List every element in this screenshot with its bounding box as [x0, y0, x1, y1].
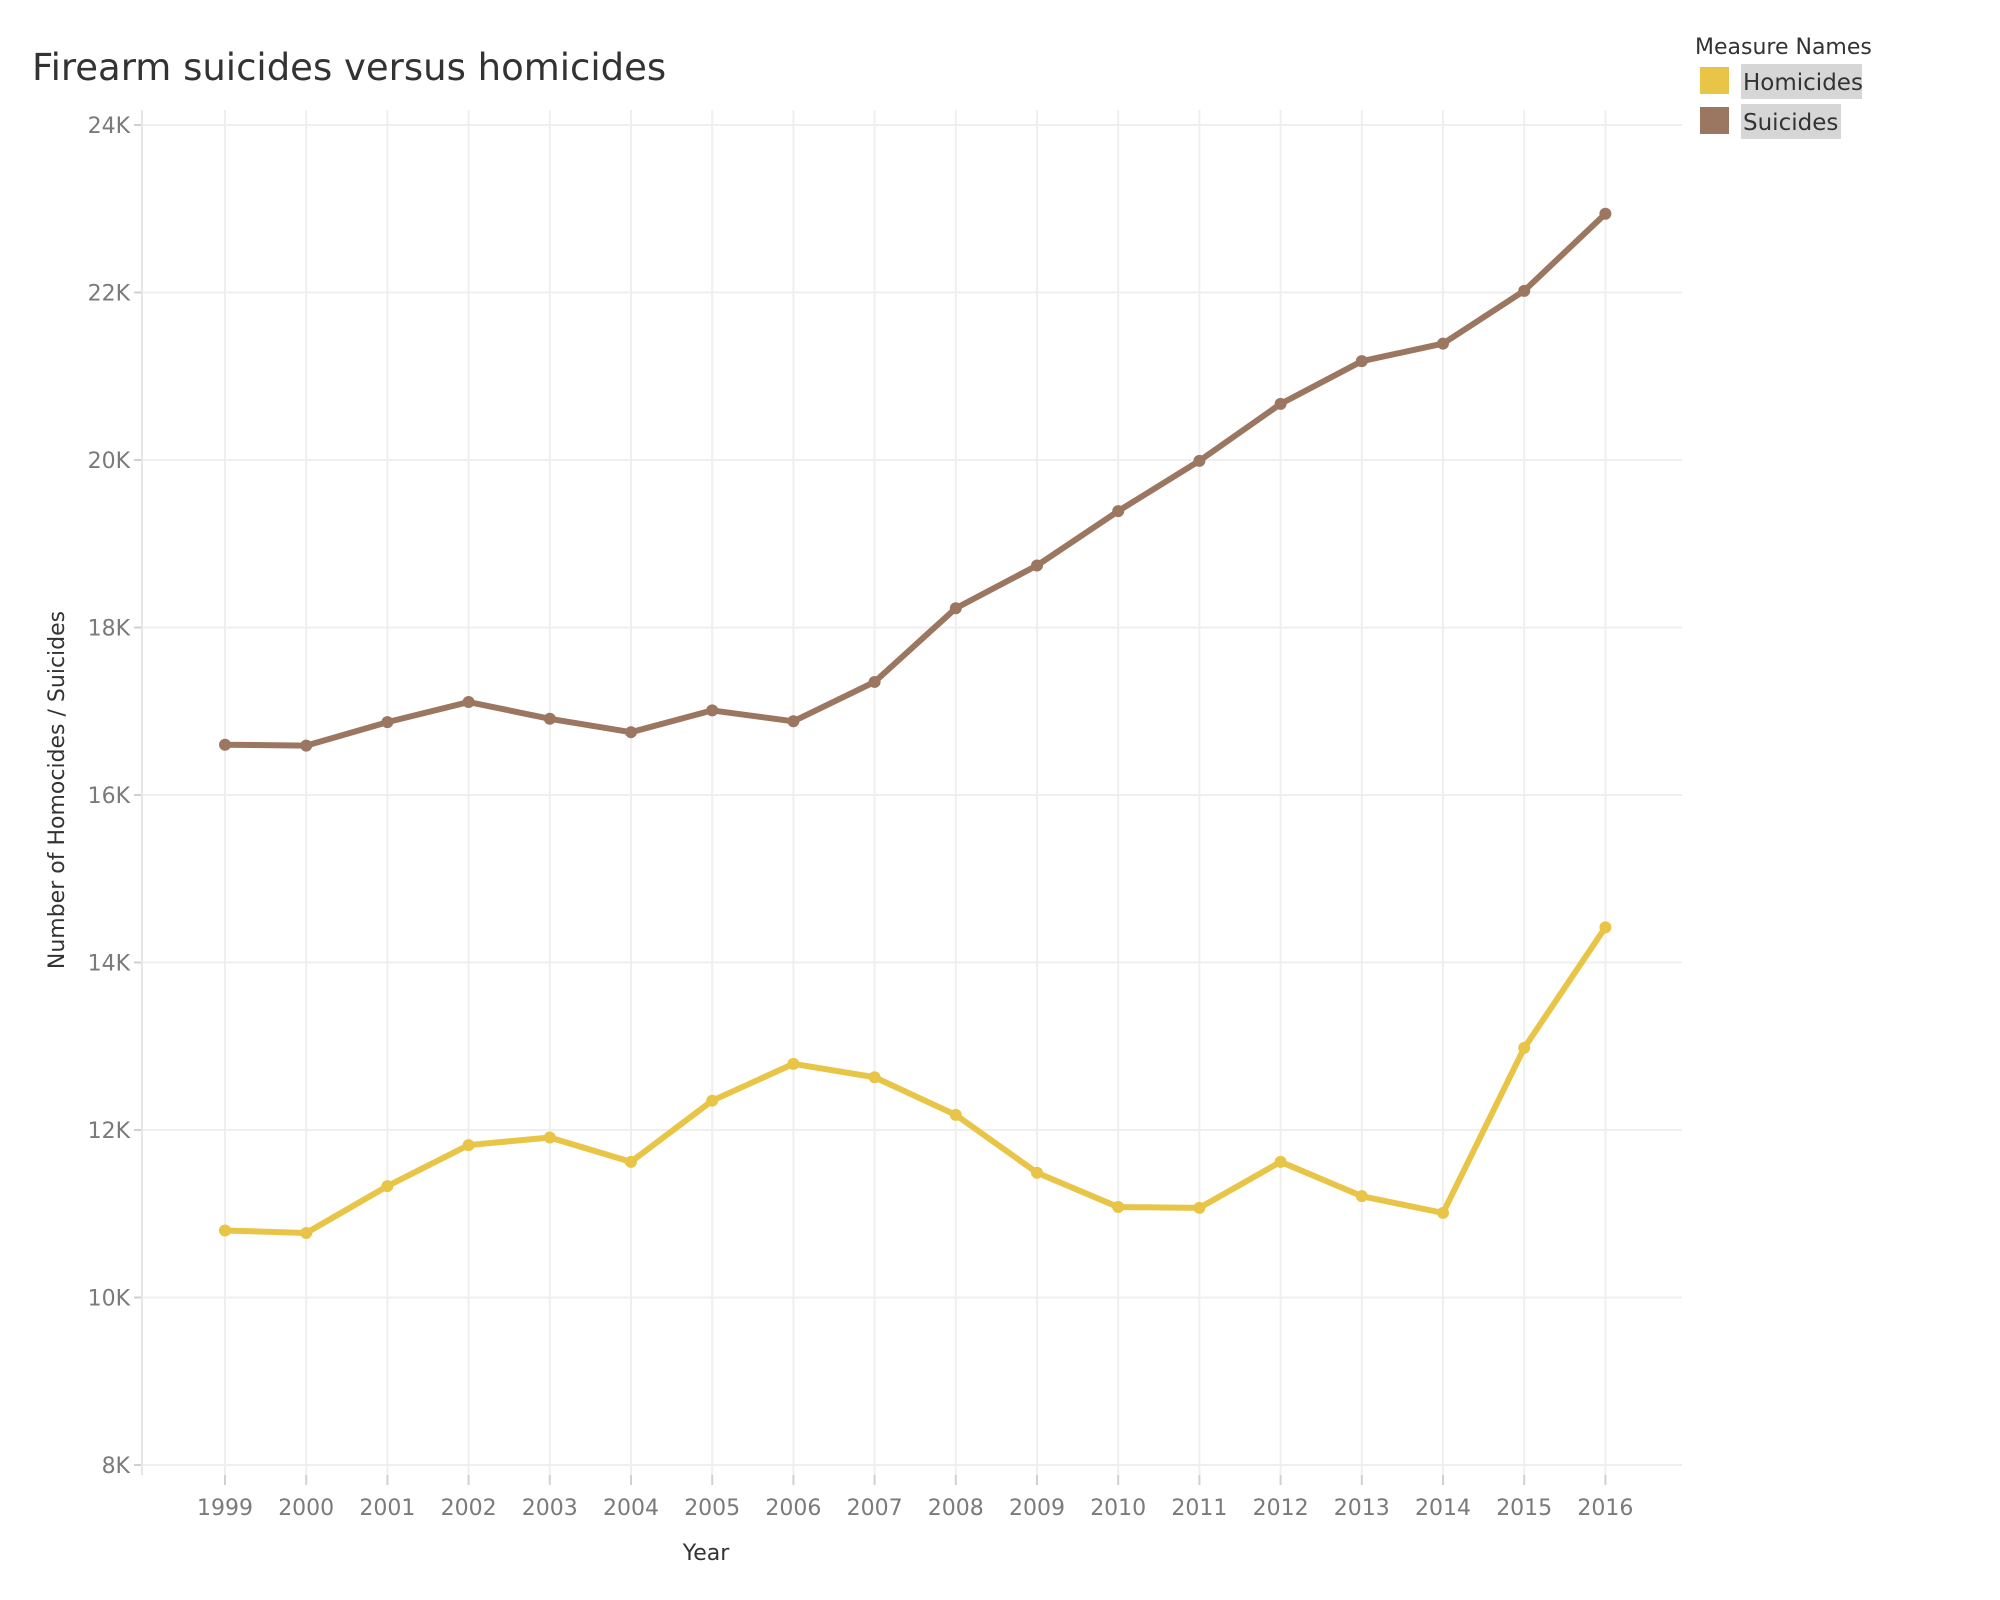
data-point-homicides[interactable] — [300, 1227, 313, 1240]
legend-swatch-suicides[interactable] — [1700, 107, 1729, 134]
data-point-homicides[interactable] — [625, 1155, 637, 1168]
data-point-homicides[interactable] — [543, 1131, 556, 1144]
data-point-suicides[interactable] — [1599, 207, 1612, 220]
legend-label-bg-suicides[interactable] — [1741, 104, 1841, 139]
data-point-homicides[interactable] — [1031, 1166, 1043, 1179]
data-point-suicides[interactable] — [949, 602, 962, 615]
data-point-homicides[interactable] — [1274, 1155, 1287, 1168]
y-tick-label: 22K — [88, 282, 131, 307]
grid-lines — [134, 110, 1682, 1485]
x-tick-label: 2002 — [441, 1496, 497, 1521]
x-tick-label: 2014 — [1415, 1496, 1471, 1521]
legend-swatch-homicides[interactable] — [1700, 67, 1729, 94]
data-point-suicides[interactable] — [543, 712, 556, 725]
data-point-homicides[interactable] — [706, 1094, 719, 1107]
data-point-homicides[interactable] — [1518, 1041, 1531, 1054]
data-point-suicides[interactable] — [300, 739, 313, 752]
x-tick-label: 2013 — [1334, 1496, 1390, 1521]
legend-label-bg-homicides[interactable] — [1741, 64, 1862, 99]
data-point-suicides[interactable] — [1518, 284, 1531, 297]
y-tick-label: 20K — [88, 449, 131, 474]
legend-title: Measure Names — [1695, 35, 1872, 60]
y-tick-label: 10K — [88, 1287, 131, 1312]
x-tick-label: 2015 — [1496, 1496, 1552, 1521]
x-tick-label: 2008 — [928, 1496, 984, 1521]
y-tick-labels: 8K 10K 12K 14K 16K 18K 20K 22K 24K — [88, 114, 131, 1479]
data-point-homicides[interactable] — [1599, 921, 1612, 934]
data-point-suicides[interactable] — [381, 716, 394, 729]
data-point-suicides[interactable] — [219, 738, 231, 751]
data-point-suicides[interactable] — [1112, 505, 1125, 518]
x-tick-label: 2004 — [603, 1496, 659, 1521]
y-tick-label: 8K — [102, 1454, 131, 1479]
x-tick-labels: 1999 2000 2001 2002 2003 2004 2005 2006 2007 2008… — [197, 1496, 1633, 1521]
data-point-suicides[interactable] — [706, 704, 719, 717]
x-tick-label: 2012 — [1253, 1496, 1309, 1521]
data-point-homicides[interactable] — [462, 1139, 475, 1152]
legend-label-homicides[interactable]: Homicides — [1743, 70, 1863, 96]
data-point-homicides[interactable] — [381, 1180, 394, 1193]
data-point-suicides[interactable] — [1193, 454, 1206, 467]
data-point-suicides[interactable] — [1355, 355, 1368, 368]
data-point-suicides[interactable] — [787, 715, 800, 728]
series-line-homicides[interactable] — [222, 924, 1609, 1237]
data-point-homicides[interactable] — [1355, 1190, 1368, 1203]
data-point-homicides[interactable] — [1112, 1201, 1125, 1214]
x-tick-label: 2010 — [1090, 1496, 1146, 1521]
y-tick-label: 12K — [88, 1119, 131, 1144]
data-point-suicides[interactable] — [1437, 337, 1449, 350]
data-point-suicides[interactable] — [625, 726, 637, 739]
x-tick-label: 2005 — [684, 1496, 740, 1521]
y-tick-label: 18K — [88, 617, 131, 642]
data-point-suicides[interactable] — [1031, 559, 1043, 572]
chart-title: Firearm suicides versus homicides — [32, 46, 666, 89]
y-tick-label: 14K — [88, 952, 131, 977]
x-tick-label: 2006 — [765, 1496, 821, 1521]
legend: Measure Names Homicides Suicides — [1695, 35, 1872, 139]
y-tick-label: 24K — [88, 114, 131, 139]
x-tick-label: 1999 — [197, 1496, 253, 1521]
data-point-homicides[interactable] — [219, 1224, 231, 1237]
x-axis-label: Year — [682, 1541, 731, 1566]
data-point-suicides[interactable] — [462, 696, 475, 709]
data-point-homicides[interactable] — [868, 1071, 881, 1084]
data-point-homicides[interactable] — [949, 1108, 962, 1121]
x-tick-label: 2009 — [1009, 1496, 1065, 1521]
series-group — [219, 207, 1612, 1240]
legend-label-suicides[interactable]: Suicides — [1743, 110, 1838, 136]
data-point-suicides[interactable] — [1274, 397, 1287, 410]
x-tick-label: 2000 — [278, 1496, 334, 1521]
data-point-homicides[interactable] — [787, 1057, 800, 1070]
data-point-homicides[interactable] — [1193, 1201, 1206, 1214]
y-tick-label: 16K — [88, 784, 131, 809]
x-tick-label: 2016 — [1577, 1496, 1633, 1521]
x-tick-label: 2007 — [847, 1496, 903, 1521]
x-tick-label: 2003 — [522, 1496, 578, 1521]
x-tick-label: 2001 — [359, 1496, 415, 1521]
series-line-suicides[interactable] — [222, 210, 1609, 749]
data-point-homicides[interactable] — [1437, 1206, 1449, 1219]
data-point-suicides[interactable] — [868, 675, 881, 688]
y-axis-label: Number of Homocides / Suicides — [45, 611, 70, 969]
x-tick-label: 2011 — [1171, 1496, 1227, 1521]
